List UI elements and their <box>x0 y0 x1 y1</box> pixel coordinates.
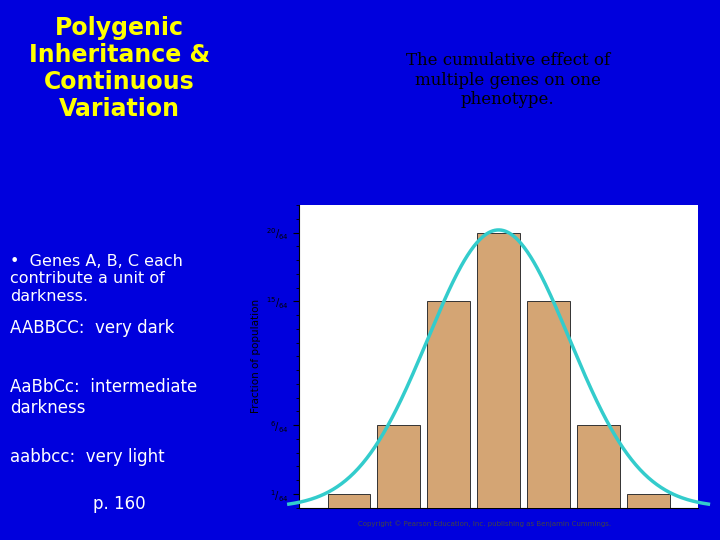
Text: •  Genes A, B, C each
contribute a unit of
darkness.: • Genes A, B, C each contribute a unit o… <box>10 254 184 303</box>
Text: Copyright © Pearson Education, Inc. publishing as Benjamin Cummings.: Copyright © Pearson Education, Inc. publ… <box>358 520 611 526</box>
Bar <box>477 233 520 508</box>
Bar <box>527 301 570 508</box>
Text: Polygenic
Inheritance &
Continuous
Variation: Polygenic Inheritance & Continuous Varia… <box>29 16 210 121</box>
Bar <box>377 425 420 508</box>
Bar <box>428 301 470 508</box>
Bar <box>328 494 370 508</box>
Text: p. 160: p. 160 <box>93 495 145 513</box>
Text: The cumulative effect of
multiple genes on one
phenotype.: The cumulative effect of multiple genes … <box>405 52 610 109</box>
Y-axis label: Fraction of population: Fraction of population <box>251 299 261 414</box>
Text: AaBbCc:  intermediate
darkness: AaBbCc: intermediate darkness <box>10 378 197 417</box>
Bar <box>577 425 620 508</box>
Bar <box>627 494 670 508</box>
Text: AABBCC:  very dark: AABBCC: very dark <box>10 319 175 336</box>
Text: aabbcc:  very light: aabbcc: very light <box>10 448 165 466</box>
